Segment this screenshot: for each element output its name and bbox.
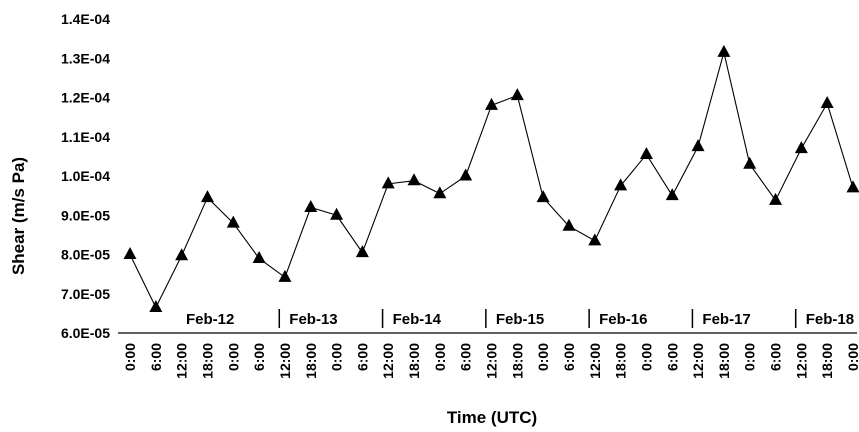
x-tick-label: 18:00 [509,343,525,379]
x-tick-label: 0:00 [535,343,551,371]
x-tick-label: 18:00 [303,343,319,379]
data-point [123,247,137,260]
data-point [149,300,163,313]
data-point [743,156,757,169]
x-tick-label: 12:00 [380,343,396,379]
x-tick-label: 0:00 [329,343,345,371]
x-axis-label: Time (UTC) [447,408,537,427]
data-point [665,188,679,201]
x-tick-label: 18:00 [613,343,629,379]
data-point [510,88,524,101]
x-tick-label: 12:00 [484,343,500,379]
y-tick-label: 9.0E-05 [61,207,110,223]
data-point [717,44,731,57]
x-tick-label: 0:00 [122,343,138,371]
series [123,44,859,313]
y-tick-label: 1.0E-04 [61,168,110,184]
y-tick-label: 6.0E-05 [61,325,110,341]
x-tick-label: 12:00 [793,343,809,379]
y-tick-label: 1.2E-04 [61,90,110,106]
day-label: Feb-12 [186,311,234,328]
data-point [200,190,214,203]
x-tick-label: 18:00 [819,343,835,379]
x-tick-label: 6:00 [458,343,474,371]
x-tick-label: 6:00 [251,343,267,371]
data-point [278,269,292,282]
data-point [304,199,318,212]
x-tick-label: 18:00 [406,343,422,379]
x-tick-label: 6:00 [664,343,680,371]
data-point [407,173,421,186]
data-point [820,95,834,108]
x-tick-label: 18:00 [199,343,215,379]
x-tick-label: 6:00 [354,343,370,371]
x-tick-label: 0:00 [225,343,241,371]
day-labels: Feb-12 Feb-13 Feb-14 Feb-15 Feb-16 Feb-17 Feb-… [186,309,854,328]
data-point [485,97,498,110]
data-point [433,186,447,199]
data-point [614,178,628,191]
data-point [355,245,369,258]
y-tick-label: 8.0E-05 [61,247,110,263]
x-tick-label: 0:00 [638,343,654,371]
y-tick-label: 1.3E-04 [61,50,110,66]
data-point [562,218,576,231]
data-point [330,207,344,220]
x-axis: 0:00 6:00 12:00 18:00 0:00 6:00 12:00 18:00 0:00… [118,332,859,379]
data-point [846,180,859,193]
x-tick-label: 6:00 [768,343,784,371]
data-point [769,192,783,205]
y-tick-label: 1.4E-04 [61,11,110,27]
day-label: Feb-16 [599,311,647,328]
day-label: Feb-17 [702,311,750,328]
x-tick-label: 0:00 [432,343,448,371]
data-point [639,146,653,159]
x-tick-label: 12:00 [587,343,603,379]
data-point [588,233,602,246]
x-tick-label: 12:00 [174,343,190,379]
y-axis: 6.0E-05 7.0E-05 8.0E-05 9.0E-05 1.0E-04 1.1E-… [61,11,110,341]
data-point [381,176,395,189]
y-axis-label: Shear (m/s Pa) [9,157,28,275]
y-tick-label: 7.0E-05 [61,286,110,302]
x-tick-label: 6:00 [148,343,164,371]
day-label: Feb-14 [393,311,442,328]
data-point [175,248,189,261]
x-tick-label: 0:00 [742,343,758,371]
data-point [794,141,808,154]
data-point [459,168,473,181]
y-tick-label: 1.1E-04 [61,129,110,145]
data-point [536,190,550,203]
day-label: Feb-13 [289,311,337,328]
x-tick-label: 12:00 [690,343,706,379]
day-label: Feb-15 [496,311,544,328]
data-point [691,139,705,152]
x-tick-label: 12:00 [277,343,293,379]
series-line [129,52,854,309]
x-tick-label: 18:00 [716,343,732,379]
data-point [252,250,266,263]
data-point [226,215,240,228]
day-label: Feb-18 [806,311,854,328]
x-tick-label: 0:00 [845,343,859,371]
x-tick-label: 6:00 [561,343,577,371]
